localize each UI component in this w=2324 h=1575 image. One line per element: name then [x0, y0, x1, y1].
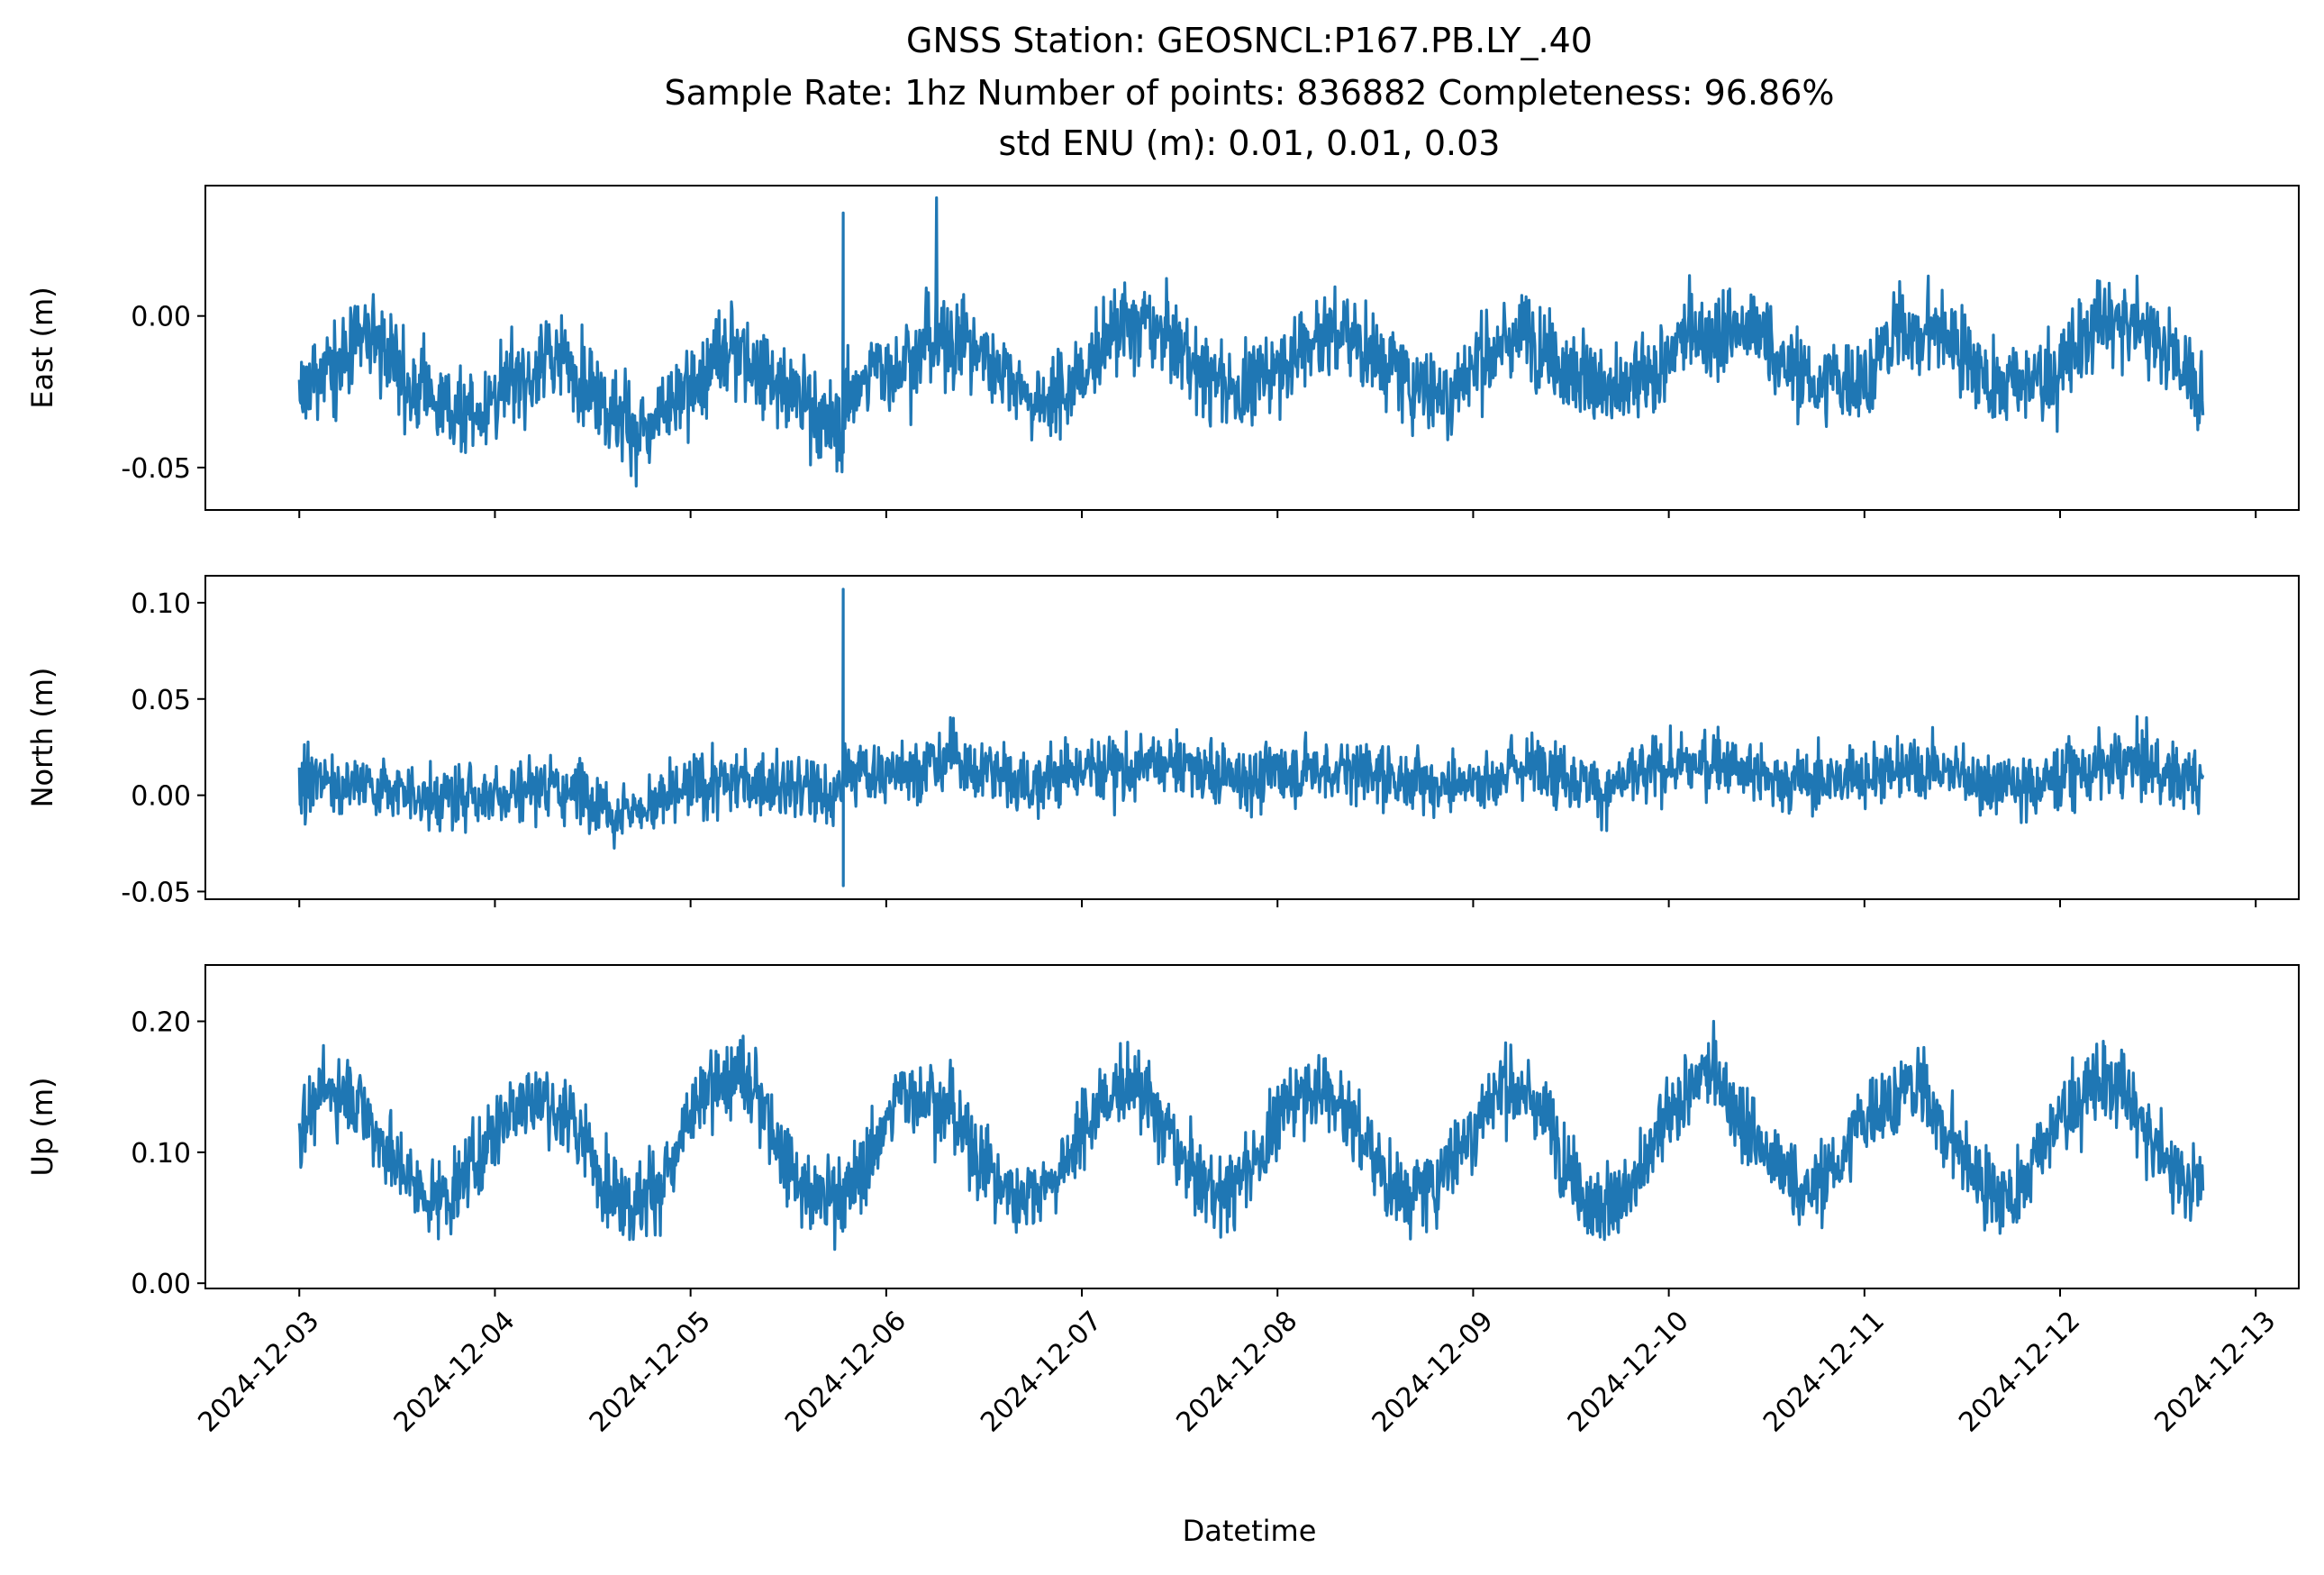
east-axes-frame: [204, 185, 2300, 511]
up-series-line: [297, 1019, 2205, 1252]
x-axis-label: Datetime: [1183, 1514, 1317, 1548]
title-line-1: GNSS Station: GEOSNCL:P167.PB.LY_.40: [906, 21, 1593, 60]
north-axes-frame: [204, 575, 2300, 900]
east-ytick-label: 0.00: [131, 302, 191, 333]
east-ytick-label: -0.05: [121, 453, 191, 485]
north-panel: -0.05 0.00 0.05 0.10 North (m): [25, 575, 2300, 908]
up-panel: 0.00 0.10 0.20 Up (m): [25, 964, 2300, 1300]
north-y-axis-label: North (m): [25, 668, 59, 808]
up-ytick-label: 0.00: [131, 1269, 191, 1300]
north-ytick-label: 0.10: [131, 588, 191, 620]
north-ytick-label: 0.00: [131, 781, 191, 813]
east-panel: -0.05 0.00 East (m): [25, 185, 2300, 518]
title-line-2: Sample Rate: 1hz Number of points: 83688…: [665, 73, 1835, 113]
up-axes-frame: [204, 964, 2300, 1289]
up-ytick-label: 0.10: [131, 1138, 191, 1170]
title-line-3: std ENU (m): 0.01, 0.01, 0.03: [999, 123, 1501, 163]
up-ytick-label: 0.20: [131, 1006, 191, 1038]
east-series-line: [297, 196, 2205, 488]
north-ytick-label: -0.05: [121, 877, 191, 908]
up-y-axis-label: Up (m): [25, 1077, 59, 1176]
north-series-line: [297, 587, 2205, 888]
east-y-axis-label: East (m): [25, 287, 59, 408]
north-ytick-label: 0.05: [131, 685, 191, 716]
